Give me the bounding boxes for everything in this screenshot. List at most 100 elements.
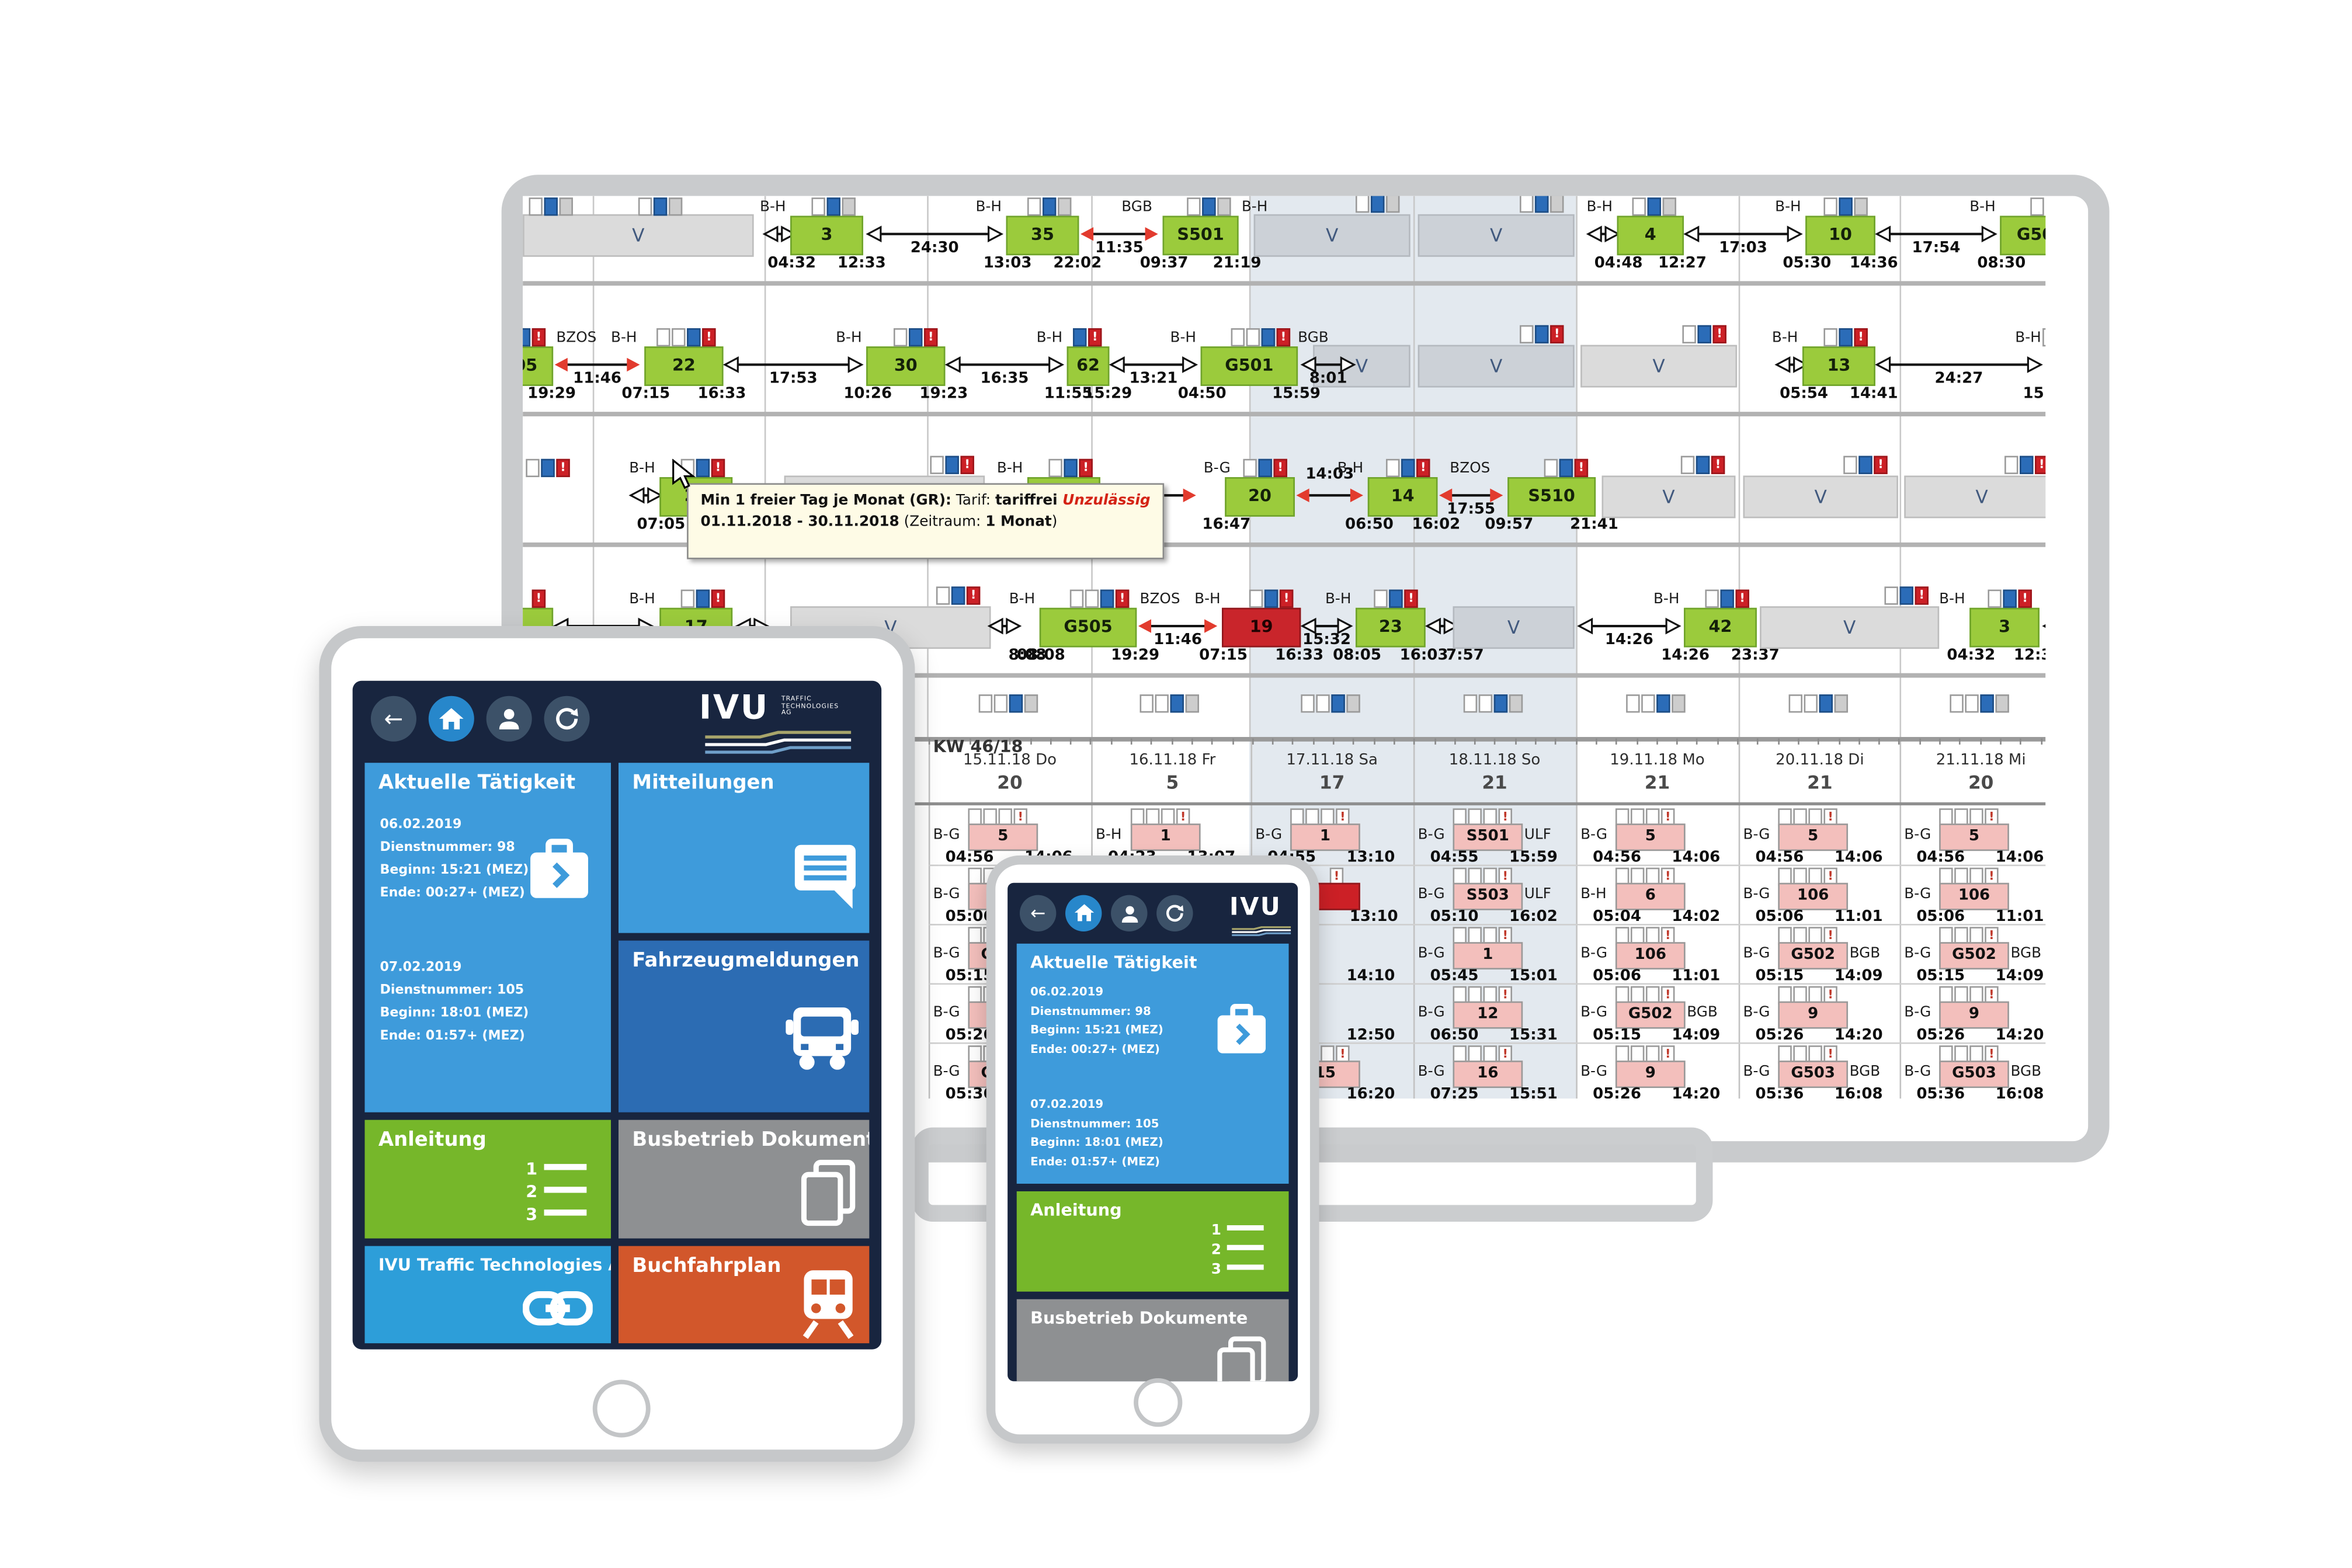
day-header[interactable]: 18.11.18 So <box>1448 752 1541 769</box>
indicator-bar: ! <box>531 589 546 608</box>
duty-block[interactable]: S510 <box>1507 477 1596 517</box>
duty-block[interactable]: S501 <box>1162 215 1239 256</box>
rule-violation-tooltip: Min 1 freier Tag je Monat (GR): Tarif: t… <box>687 483 1165 559</box>
day-header[interactable]: 16.11.18 Fr <box>1129 752 1216 769</box>
duty-cell-block[interactable]: S503 <box>1453 882 1523 910</box>
duty-cell-block[interactable]: 5 <box>1778 823 1849 851</box>
duty-tag: B-H <box>629 591 655 608</box>
duty-start-time: 08:30 <box>1977 255 2026 272</box>
indicator-bar <box>1535 325 1549 344</box>
duty-block[interactable]: 20 <box>1225 477 1295 517</box>
cell-end-time: 16:08 <box>1834 1086 1883 1099</box>
tile-anleitung[interactable]: Anleitung 1 2 3 <box>364 1119 612 1239</box>
tablet-home-button[interactable] <box>592 1379 651 1438</box>
reserve-block[interactable]: V <box>1453 606 1575 649</box>
back-button[interactable]: ← <box>370 696 416 742</box>
duty-cell-block[interactable]: 106 <box>1939 882 2009 910</box>
duty-cell-block[interactable]: G502 <box>1939 942 2009 970</box>
reserve-block[interactable]: V <box>1253 214 1410 257</box>
duty-cell-block[interactable]: 1 <box>1453 942 1523 970</box>
grid-label: BGB <box>1121 199 1152 216</box>
reserve-block[interactable]: V <box>1313 345 1410 388</box>
back-button[interactable]: ← <box>1019 895 1057 932</box>
duty-block[interactable]: 14 <box>1367 477 1438 517</box>
duty-cell-block[interactable]: 5 <box>1615 823 1686 851</box>
indicator-bar <box>696 589 710 608</box>
duty-cell-block[interactable]: G502 <box>1615 1001 1686 1029</box>
duty-cell-block[interactable]: 106 <box>1778 882 1849 910</box>
reserve-block[interactable]: V <box>1760 606 1940 649</box>
duty-cell-block[interactable]: 6 <box>1615 882 1686 910</box>
reserve-block[interactable]: V <box>1418 345 1575 388</box>
day-header[interactable]: 15.11.18 Do <box>963 752 1057 769</box>
day-header[interactable]: 19.11.18 Mo <box>1610 752 1705 769</box>
duty-cell-block[interactable]: G503 <box>1778 1061 1849 1089</box>
duty-cell-block[interactable]: 1 <box>1290 823 1360 851</box>
duty-block[interactable]: 30 <box>866 346 946 386</box>
tile-busbetrieb-dokumente[interactable]: Busbetrieb Dokumente <box>619 1119 870 1239</box>
duty-cell-block[interactable]: 5 <box>1939 823 2009 851</box>
home-button[interactable] <box>1065 895 1102 932</box>
ruler-tick <box>1818 738 1820 745</box>
profile-button[interactable] <box>486 696 532 742</box>
duty-block[interactable]: 19 <box>1222 607 1301 648</box>
refresh-button[interactable] <box>1156 895 1193 932</box>
duty-block[interactable]: 62 <box>1066 346 1110 386</box>
cell-start-time: 05:26 <box>1916 1027 1965 1044</box>
duty-cell-block[interactable]: 12 <box>1453 1001 1523 1029</box>
duty-block[interactable]: 4 <box>1617 215 1684 256</box>
tile-ivu-link[interactable]: IVU Traffic Technologies AG <box>364 1246 612 1344</box>
duty-block[interactable]: 05 <box>523 346 554 386</box>
tile-buchfahrplan[interactable]: Buchfahrplan <box>619 1246 870 1344</box>
reserve-block[interactable]: V <box>1904 475 2046 519</box>
tile-aktuelle-taetigkeit[interactable]: Aktuelle Tätigkeit 06.02.2019 Dienstnumme… <box>364 763 612 1112</box>
reserve-block[interactable]: V <box>1743 475 1898 519</box>
tile-fahrzeugmeldungen[interactable]: Fahrzeugmeldungen <box>619 940 870 1112</box>
day-header[interactable]: 20.11.18 Di <box>1776 752 1864 769</box>
duty-block[interactable]: 3 <box>1969 607 2040 648</box>
duty-block[interactable]: 3 <box>790 215 863 256</box>
duty-cell-block[interactable]: S501 <box>1453 823 1523 851</box>
indicator-bar <box>1858 456 1872 474</box>
reserve-block[interactable]: V <box>1580 345 1738 388</box>
indicator-bar <box>526 458 540 478</box>
duty-cell-block[interactable]: G502 <box>1778 942 1849 970</box>
ruler-tick <box>1999 738 2002 745</box>
duty-block[interactable]: 23 <box>1355 607 1426 648</box>
reserve-block[interactable]: V <box>1601 475 1736 519</box>
duty-block[interactable]: 22 <box>644 346 724 386</box>
tile-mitteilungen[interactable]: Mitteilungen <box>619 763 870 933</box>
duty-cell-block[interactable]: 106 <box>1615 942 1686 970</box>
duty-cell-block[interactable]: 9 <box>1615 1061 1686 1089</box>
day-header[interactable]: 17.11.18 Sa <box>1286 752 1378 769</box>
duty-block[interactable]: 10 <box>1805 215 1875 256</box>
indicator-bar: ! <box>2018 589 2032 608</box>
documents-icon <box>801 1159 856 1226</box>
duty-cell-block[interactable]: 9 <box>1939 1001 2009 1029</box>
duty-block[interactable]: 13 <box>1802 346 1875 386</box>
day-duty-count: 20 <box>997 771 1023 794</box>
duty-block[interactable]: G506 <box>2000 215 2046 256</box>
tile-aktuelle-taetigkeit[interactable]: Aktuelle Tätigkeit 06.02.2019 Dienstnumme… <box>1016 943 1289 1184</box>
duty-block[interactable]: G501 <box>1200 346 1298 386</box>
reserve-block[interactable]: V <box>1418 214 1575 257</box>
day-header[interactable]: 21.11.18 Mi <box>1936 752 2026 769</box>
profile-button[interactable] <box>1111 895 1148 932</box>
home-button[interactable] <box>428 696 474 742</box>
duty-cell-block[interactable]: 9 <box>1778 1001 1849 1029</box>
connection-arrow <box>1138 619 1218 633</box>
tile-anleitung[interactable]: Anleitung 1 2 3 <box>1016 1191 1289 1292</box>
refresh-button[interactable] <box>544 696 590 742</box>
ruler-tick <box>1777 738 1779 745</box>
phone-home-button[interactable] <box>1132 1378 1182 1427</box>
duty-cell-block[interactable]: 1 <box>1130 823 1201 851</box>
ruler-tick <box>1595 738 1597 745</box>
tile-busbetrieb-dokumente[interactable]: Busbetrieb Dokumente <box>1016 1299 1289 1382</box>
duty-cell-block[interactable]: 5 <box>968 823 1038 851</box>
duty-cell-block[interactable]: G503 <box>1939 1061 2009 1089</box>
duty-cell-block[interactable]: 16 <box>1453 1061 1523 1089</box>
reserve-block[interactable]: V <box>523 214 754 257</box>
duty-block[interactable]: 35 <box>1006 215 1079 256</box>
duty-block[interactable]: G505 <box>1039 607 1137 648</box>
duty-block[interactable]: 42 <box>1684 607 1757 648</box>
